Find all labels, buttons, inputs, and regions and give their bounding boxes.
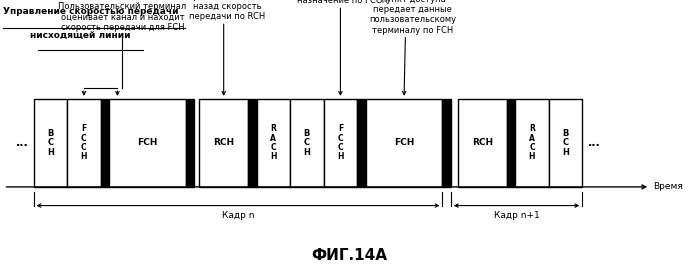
- Bar: [442, 99, 451, 187]
- Text: Пользовательский терминал
оценивает канал и находит
скорость передачи для FCH: Пользовательский терминал оценивает кана…: [58, 2, 187, 32]
- Text: Кадр n: Кадр n: [222, 211, 254, 220]
- Text: FCH: FCH: [394, 138, 415, 147]
- Text: Кадр n+1: Кадр n+1: [493, 211, 540, 220]
- Bar: [290, 99, 324, 187]
- Text: F
C
C
H: F C C H: [80, 124, 87, 161]
- Bar: [458, 99, 507, 187]
- Bar: [199, 99, 248, 187]
- Text: RCH: RCH: [213, 138, 234, 147]
- Text: нисходящей линии: нисходящей линии: [30, 31, 131, 40]
- Bar: [34, 99, 67, 187]
- Text: RCH: RCH: [472, 138, 493, 147]
- Bar: [507, 99, 515, 187]
- Bar: [101, 99, 109, 187]
- Bar: [357, 99, 366, 187]
- Text: Время: Время: [654, 182, 684, 191]
- Text: ФИГ.14А: ФИГ.14А: [312, 248, 387, 263]
- Text: Управление скоростью передачи: Управление скоростью передачи: [3, 7, 179, 16]
- Bar: [248, 99, 257, 187]
- Text: R
A
C
H: R A C H: [528, 124, 535, 161]
- Bar: [366, 99, 442, 187]
- Text: ...: ...: [588, 138, 601, 148]
- Text: FCH: FCH: [137, 138, 158, 147]
- Text: Пункт доступа
планирует передачу
по FCH и посылает
назначение по FCCH: Пункт доступа планирует передачу по FCH …: [296, 0, 389, 5]
- Text: R
A
C
H: R A C H: [270, 124, 277, 161]
- Text: Пункт доступа
передает данные
пользовательскому
терминалу по FCH: Пункт доступа передает данные пользовате…: [369, 0, 456, 35]
- Bar: [186, 99, 194, 187]
- Bar: [324, 99, 357, 187]
- Bar: [257, 99, 290, 187]
- Bar: [67, 99, 101, 187]
- Text: B
C
H: B C H: [303, 129, 310, 157]
- Bar: [549, 99, 582, 187]
- Text: F
C
C
H: F C C H: [337, 124, 344, 161]
- Text: B
C
H: B C H: [47, 129, 54, 157]
- Text: B
C
H: B C H: [562, 129, 569, 157]
- Text: Пользовательский
терминал посылает
назад скорость
передачи по RCH: Пользовательский терминал посылает назад…: [183, 0, 271, 21]
- Bar: [109, 99, 186, 187]
- Text: ...: ...: [16, 138, 29, 148]
- Bar: [515, 99, 549, 187]
